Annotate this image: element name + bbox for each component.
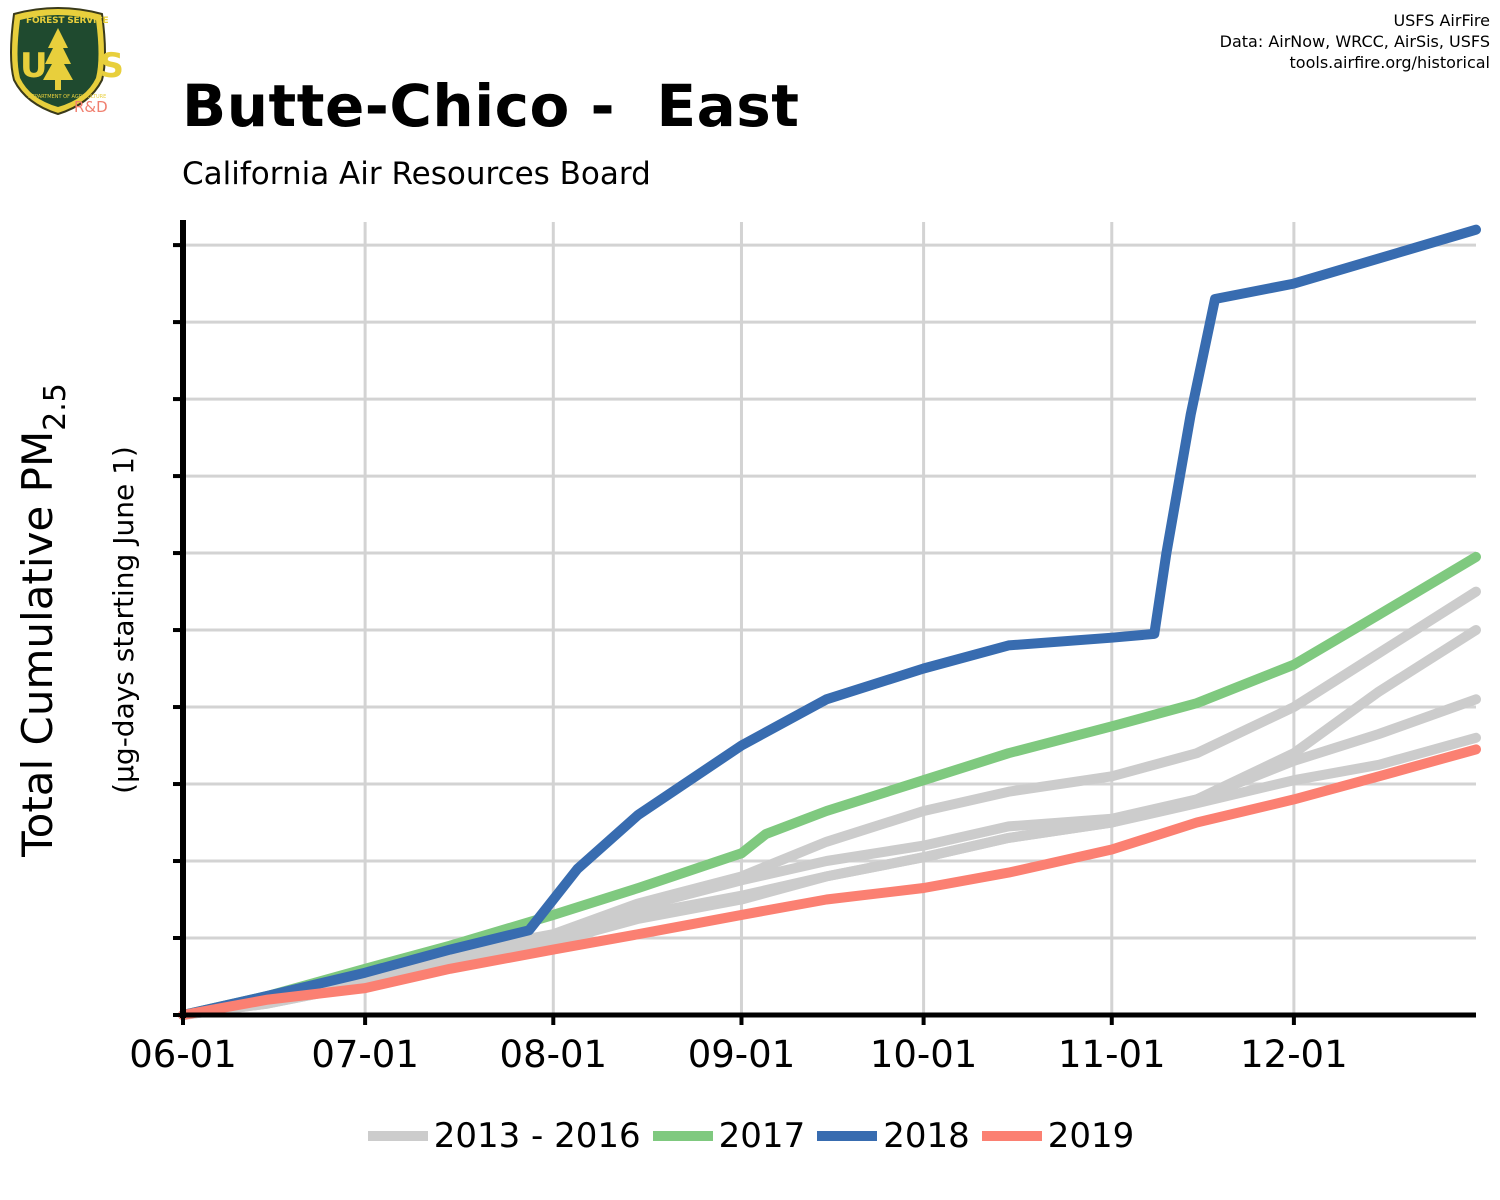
credits: USFS AirFire Data: AirNow, WRCC, AirSis,… xyxy=(1220,10,1490,73)
series-line-2018-5 xyxy=(178,224,1481,1020)
legend-swatch-2018 xyxy=(817,1131,878,1141)
chart-subtitle: California Air Resources Board xyxy=(182,156,651,192)
x-tick-label-1: 07-01 xyxy=(311,1033,419,1076)
legend-item-2019: 2019 xyxy=(981,1116,1135,1156)
y-axis-label: Total Cumulative PM2.5 xyxy=(13,383,73,858)
y-axis-title-main: Total Cumulative PM xyxy=(13,431,62,858)
legend-label-2018: 2018 xyxy=(883,1116,970,1156)
logo-rd-label: R&D xyxy=(74,98,108,116)
credit-line-3: tools.airfire.org/historical xyxy=(1289,53,1490,72)
logo-bottom-text: DEPARTMENT OF AGRICULTURE xyxy=(28,94,107,100)
legend-swatch-2019 xyxy=(981,1131,1042,1141)
legend-label-2017: 2017 xyxy=(718,1116,806,1156)
legend-item-2018: 2018 xyxy=(817,1116,970,1156)
legend-label-2013-2016: 2013 - 2016 xyxy=(433,1116,641,1156)
x-axis-ticks: 06-01 07-01 08-01 09-01 10-01 11-01 12-01 xyxy=(129,1015,1348,1076)
series-line-2013-2016-1 xyxy=(178,625,1481,1020)
y-axis-title: Total Cumulative PM2.5 xyxy=(13,383,73,858)
legend: 2013 - 2016 2017 2018 2019 xyxy=(0,1116,1500,1156)
x-tick-label-5: 11-01 xyxy=(1058,1033,1166,1076)
legend-swatch-2013-2016 xyxy=(367,1131,428,1141)
shield-icon xyxy=(10,7,106,116)
x-tick-label-3: 09-01 xyxy=(688,1033,796,1076)
usfs-shield-logo: FOREST SERVICE U S DEPARTMENT OF AGRICUL… xyxy=(6,6,124,118)
legend-label-2019: 2019 xyxy=(1047,1116,1135,1156)
logo-top-text: FOREST SERVICE xyxy=(26,16,109,26)
y-axis-units: (µg-days starting June 1) xyxy=(107,446,140,794)
credit-line-1: USFS AirFire xyxy=(1393,11,1490,30)
y-axis-title-subscript: 2.5 xyxy=(38,383,73,431)
credit-line-2: Data: AirNow, WRCC, AirSis, USFS xyxy=(1219,32,1490,51)
series-lines xyxy=(178,224,1481,1020)
x-tick-label-6: 12-01 xyxy=(1240,1033,1348,1076)
x-tick-label-2: 08-01 xyxy=(500,1033,608,1076)
x-tick-label-0: 06-01 xyxy=(129,1033,237,1076)
logo-letters: U S xyxy=(20,46,144,86)
series-line-2019-6 xyxy=(178,744,1481,1020)
chart-title: Butte-Chico - East xyxy=(182,72,800,140)
legend-item-2013-2016: 2013 - 2016 xyxy=(367,1116,641,1156)
legend-swatch-2017 xyxy=(652,1131,713,1141)
axes xyxy=(173,220,1476,1018)
x-tick-label-4: 10-01 xyxy=(870,1033,978,1076)
legend-item-2017: 2017 xyxy=(652,1116,806,1156)
